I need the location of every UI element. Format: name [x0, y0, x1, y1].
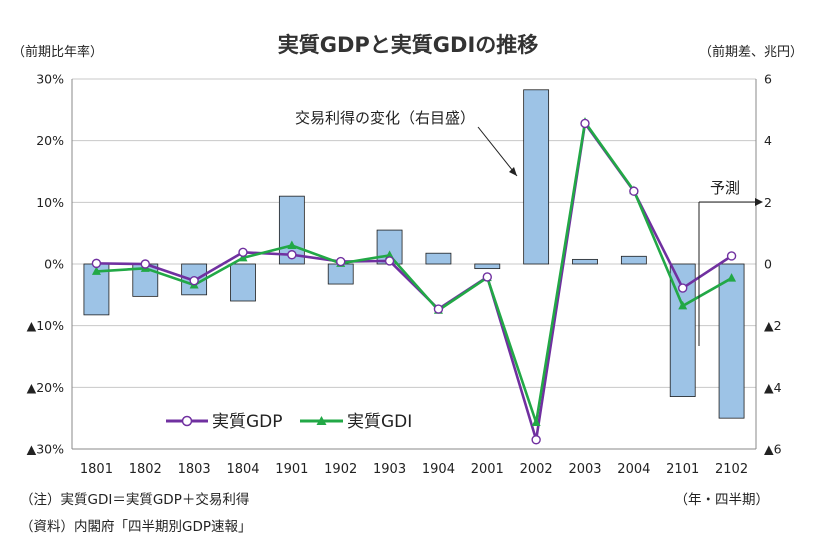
right-tick-label: 0	[764, 257, 772, 272]
x-tick-label: 1904	[422, 462, 455, 477]
legend-gdi-marker	[316, 416, 327, 425]
right-tick-label: ▲4	[764, 380, 782, 395]
note-definition: （注）実質GDI＝実質GDP＋交易利得	[20, 492, 250, 508]
x-tick-label: 2001	[471, 462, 504, 477]
bar	[718, 263, 745, 419]
point-gdi	[531, 417, 541, 426]
point-gdi	[238, 252, 248, 262]
point-gdp	[91, 258, 102, 269]
x-tick-label: 1901	[275, 462, 308, 477]
x-tick-label: 2003	[568, 462, 601, 477]
x-tick-label: 1801	[80, 462, 113, 477]
point-gdp	[629, 186, 639, 196]
note-source: （資料）内閣府「四半期別GDP速報」	[20, 519, 252, 535]
right-tick-label: 6	[764, 72, 772, 87]
point-gdp	[189, 275, 199, 286]
right-tick-label: 2	[764, 195, 772, 210]
bar	[572, 258, 598, 265]
annotation-forecast: 予測	[710, 179, 740, 197]
bar	[523, 89, 550, 265]
x-tick-label: 1802	[129, 462, 162, 477]
point-gdp	[580, 118, 590, 129]
left-tick-label: ▲20%	[27, 380, 65, 395]
point-gdp	[287, 250, 297, 260]
point-gdp	[140, 259, 150, 269]
right-tick-label: 4	[764, 133, 772, 148]
x-tick-label: 2101	[666, 462, 699, 477]
annotation-trade-gain: 交易利得の変化（右目盛）	[295, 109, 475, 127]
right-axis-unit: （前期差、兆円）	[699, 44, 803, 60]
annotation-arrow-line	[477, 126, 518, 177]
point-gdi	[678, 300, 688, 310]
x-tick-label: 1803	[178, 462, 211, 477]
right-tick-label: ▲2	[764, 318, 782, 333]
series-line-gdi	[96, 120, 733, 424]
chart-title: 実質GDPと実質GDIの推移	[278, 33, 539, 57]
point-gdp	[238, 247, 248, 257]
point-gdp	[336, 256, 346, 267]
left-tick-label: ▲30%	[27, 442, 65, 457]
point-gdp	[678, 283, 688, 293]
left-tick-label: 30%	[36, 72, 64, 87]
x-tick-label: 1903	[373, 462, 406, 477]
legend-gdp-marker	[181, 415, 193, 427]
point-gdp	[482, 272, 492, 282]
left-tick-label: ▲10%	[27, 318, 65, 333]
annotation-arrow-head	[509, 167, 517, 176]
x-tick-label: 1804	[226, 462, 259, 477]
x-tick-label: 2002	[520, 462, 553, 477]
plot-area: 30% 20% 10% 0% ▲10% ▲20% ▲30% 6 4 2 0 ▲2 ▲4 ▲6 1801 180…	[27, 72, 782, 478]
bar	[327, 263, 354, 285]
left-tick-label: 20%	[36, 133, 64, 148]
point-gdp	[433, 304, 444, 314]
point-gdi	[287, 240, 297, 249]
left-axis-unit: （前期比年率）	[12, 44, 103, 60]
bar	[230, 263, 256, 302]
left-tick-label: 10%	[36, 195, 64, 210]
legend: 実質GDP 実質GDI	[166, 412, 412, 432]
bar	[425, 252, 452, 265]
point-gdi	[727, 273, 737, 282]
left-tick-label: 0%	[44, 257, 64, 272]
x-axis-unit: （年・四半期）	[674, 492, 770, 508]
forecast-arrow-head	[755, 198, 763, 206]
point-gdi	[91, 266, 101, 275]
x-tick-label: 2102	[715, 462, 748, 477]
point-gdp	[726, 251, 737, 261]
legend-gdp-label: 実質GDP	[212, 412, 283, 432]
point-gdi	[385, 250, 395, 259]
x-tick-label: 2004	[617, 462, 650, 477]
bar	[620, 255, 647, 265]
x-tick-label: 1902	[324, 462, 357, 477]
right-tick-label: ▲6	[764, 442, 782, 457]
legend-gdi-label: 実質GDI	[347, 412, 412, 432]
point-gdp	[531, 435, 541, 445]
point-gdp	[384, 256, 395, 266]
bar	[474, 263, 501, 270]
